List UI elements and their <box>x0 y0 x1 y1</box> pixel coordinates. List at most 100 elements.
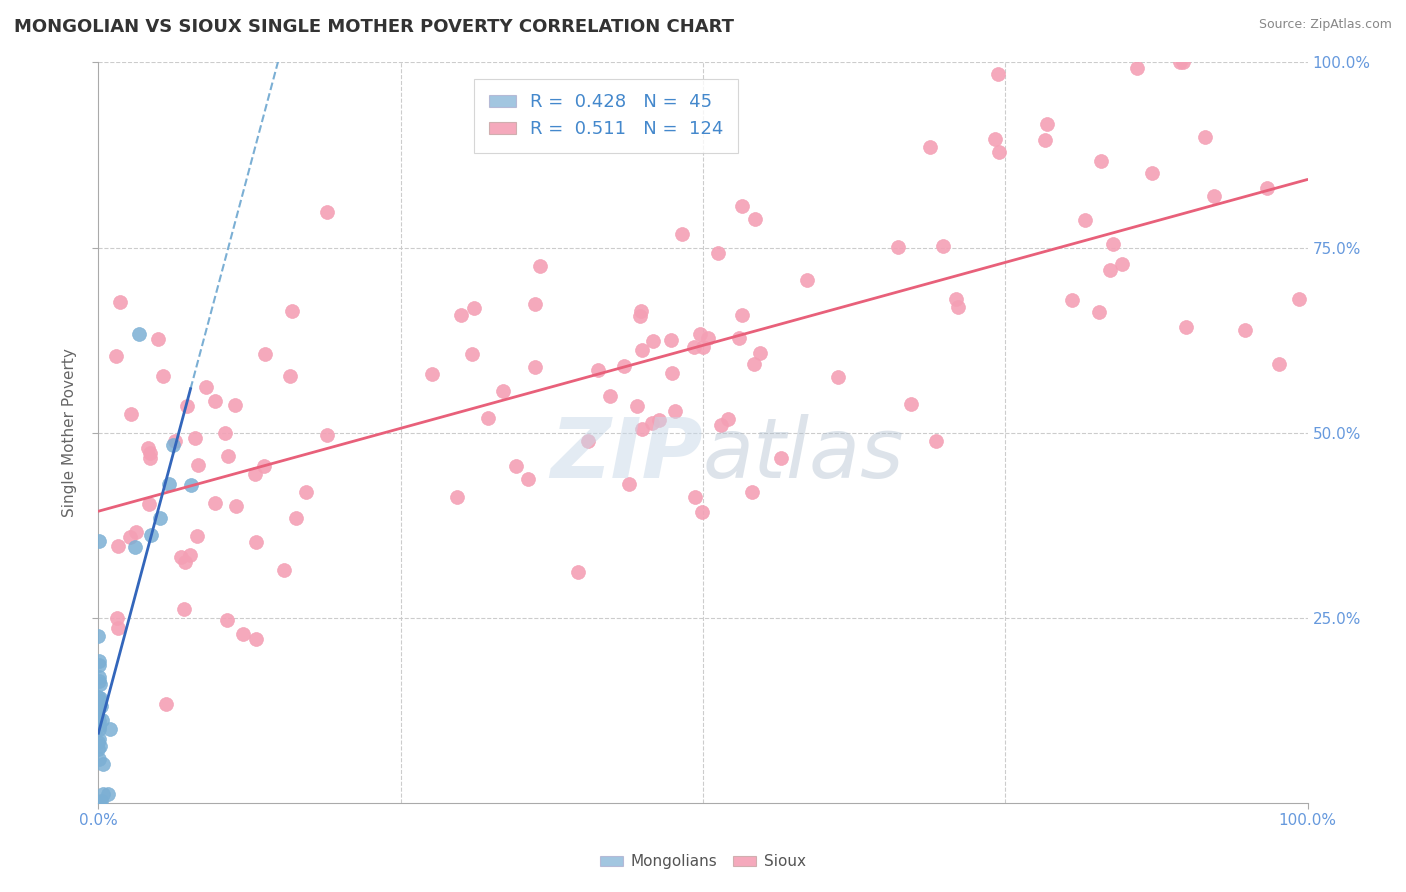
Point <box>87 655 110 669</box>
Point <box>180 478 202 492</box>
Legend: R =  0.428   N =  45, R =  0.511   N =  124: R = 0.428 N = 45, R = 0.511 N = 124 <box>474 78 738 153</box>
Point <box>692 506 714 520</box>
Point <box>613 359 636 373</box>
Point <box>125 525 148 540</box>
Point <box>90 698 112 713</box>
Point <box>186 529 208 543</box>
Point <box>232 627 254 641</box>
Point <box>505 458 527 473</box>
Point <box>118 530 141 544</box>
Point <box>138 497 160 511</box>
Point <box>1074 213 1097 227</box>
Point <box>107 621 129 635</box>
Point <box>195 380 218 394</box>
Point <box>1088 304 1111 318</box>
Point <box>281 303 304 318</box>
Point <box>243 467 266 481</box>
Point <box>217 449 239 463</box>
Point <box>948 300 970 314</box>
Point <box>253 459 276 474</box>
Point <box>157 477 180 491</box>
Point <box>1268 357 1291 371</box>
Point <box>120 407 142 421</box>
Point <box>692 340 714 354</box>
Point <box>717 412 740 426</box>
Point <box>87 674 110 689</box>
Point <box>87 658 110 673</box>
Point <box>1168 55 1191 70</box>
Point <box>87 796 110 810</box>
Point <box>523 359 546 374</box>
Point <box>295 485 318 500</box>
Point <box>87 796 110 810</box>
Point <box>98 722 121 736</box>
Point <box>641 416 664 430</box>
Point <box>567 566 589 580</box>
Point <box>697 330 720 344</box>
Point <box>887 239 910 253</box>
Point <box>1111 257 1133 271</box>
Point <box>87 533 110 548</box>
Point <box>87 742 110 756</box>
Point <box>1033 133 1056 147</box>
Point <box>576 434 599 448</box>
Point <box>1062 293 1084 308</box>
Point <box>91 713 114 727</box>
Point <box>1175 319 1198 334</box>
Point <box>450 309 472 323</box>
Point <box>253 347 276 361</box>
Point <box>214 426 236 441</box>
Point <box>87 690 110 705</box>
Point <box>176 399 198 413</box>
Point <box>90 794 112 808</box>
Point <box>104 349 127 363</box>
Point <box>1036 118 1059 132</box>
Point <box>925 434 948 448</box>
Legend: Mongolians, Sioux: Mongolians, Sioux <box>595 848 811 875</box>
Point <box>796 273 818 287</box>
Point <box>1140 166 1163 180</box>
Point <box>87 796 110 810</box>
Point <box>87 714 110 729</box>
Point <box>128 326 150 341</box>
Point <box>315 428 337 442</box>
Point <box>87 796 110 810</box>
Point <box>524 297 547 311</box>
Point <box>89 696 111 710</box>
Point <box>89 690 111 705</box>
Point <box>285 510 308 524</box>
Point <box>1194 129 1216 144</box>
Text: ZIP: ZIP <box>550 414 703 495</box>
Point <box>87 711 110 725</box>
Point <box>827 370 849 384</box>
Point <box>517 472 540 486</box>
Point <box>87 735 110 749</box>
Point <box>727 331 749 345</box>
Point <box>617 476 640 491</box>
Point <box>87 700 110 714</box>
Point <box>661 367 683 381</box>
Point <box>648 413 671 427</box>
Point <box>89 694 111 708</box>
Point <box>155 697 177 711</box>
Point <box>149 510 172 524</box>
Point <box>163 434 186 448</box>
Point <box>599 389 621 403</box>
Point <box>136 441 159 455</box>
Point <box>529 259 551 273</box>
Point <box>1126 61 1149 75</box>
Point <box>586 363 609 377</box>
Point <box>179 548 201 562</box>
Point <box>628 310 651 324</box>
Point <box>446 491 468 505</box>
Point <box>89 796 111 810</box>
Point <box>278 368 301 383</box>
Point <box>152 369 174 384</box>
Point <box>91 756 114 771</box>
Point <box>124 540 146 554</box>
Point <box>710 418 733 433</box>
Point <box>245 535 267 549</box>
Point <box>671 227 693 241</box>
Point <box>744 212 766 227</box>
Point <box>204 393 226 408</box>
